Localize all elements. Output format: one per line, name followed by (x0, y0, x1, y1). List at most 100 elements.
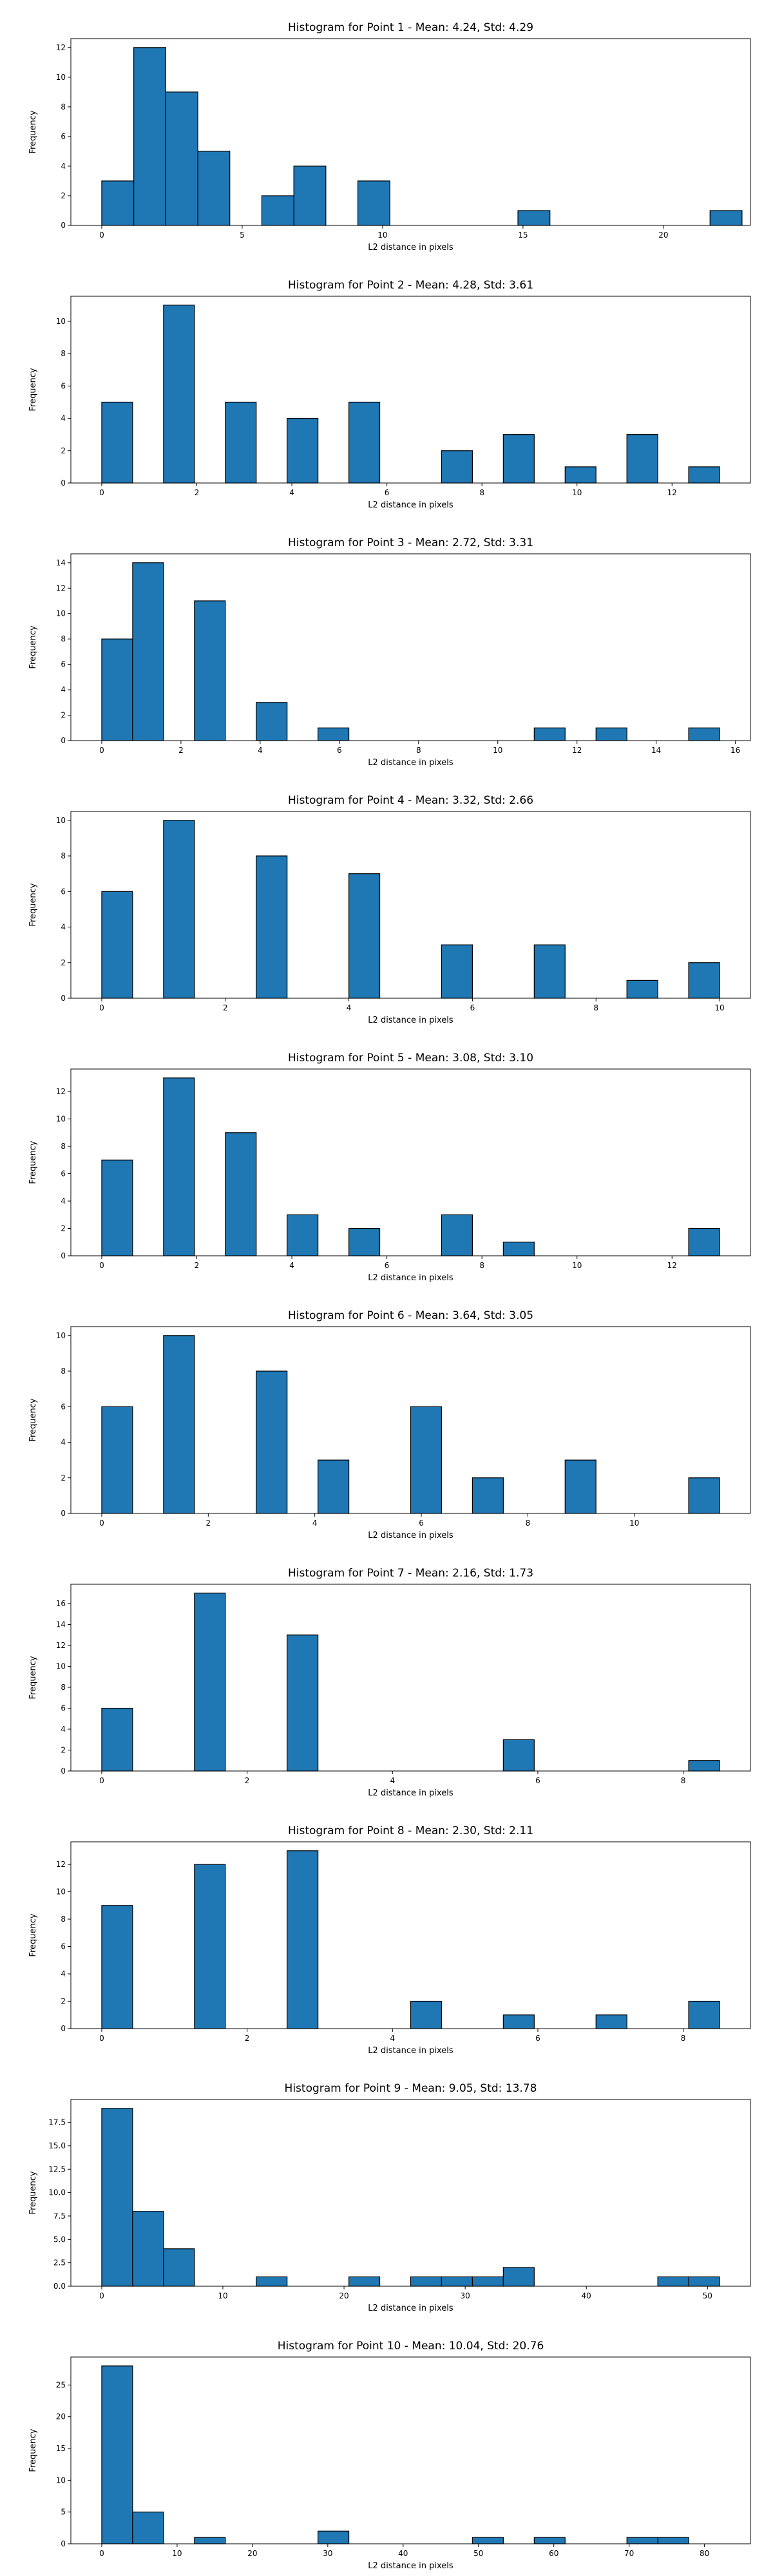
x-axis-label: L2 distance in pixels (368, 1016, 453, 1025)
histogram-bar (688, 1477, 720, 1514)
histogram-bar (626, 434, 658, 484)
y-tick-label: 6 (61, 132, 66, 141)
y-tick-label: 8 (61, 634, 66, 643)
histogram-bar (261, 195, 294, 226)
x-tick-label: 6 (419, 1519, 424, 1528)
histogram-bar (595, 727, 627, 741)
y-tick-label: 15 (56, 2444, 66, 2453)
y-tick-label: 2 (61, 1746, 66, 1755)
x-tick-label: 10 (629, 1519, 639, 1528)
x-tick-label: 0 (99, 231, 104, 240)
y-tick-label: 2 (61, 958, 66, 967)
histogram-bar (163, 2248, 195, 2287)
plot-frame (70, 553, 751, 741)
y-tick-label: 6 (61, 1402, 66, 1411)
y-tick-label: 8 (61, 1367, 66, 1376)
y-axis-label: Frequency (28, 110, 38, 153)
histogram-bar (101, 180, 135, 226)
x-tick-label: 0 (99, 1003, 104, 1012)
histogram-bar (657, 2276, 689, 2287)
chart-panel-1: Histogram for Point 1 - Mean: 4.24, Std:… (28, 21, 751, 252)
x-tick-label: 10 (572, 488, 582, 497)
x-tick-label: 2 (195, 488, 200, 497)
y-tick-label: 8 (61, 1915, 66, 1924)
x-tick-label: 4 (289, 488, 294, 497)
x-axis-label: L2 distance in pixels (368, 1531, 453, 1540)
x-tick-label: 10 (218, 2291, 227, 2300)
histogram-bar (595, 2014, 627, 2029)
x-tick-label: 0 (99, 746, 104, 755)
x-tick-label: 0 (99, 1261, 104, 1270)
histogram-bar (132, 562, 164, 741)
y-tick-label: 4 (61, 1197, 66, 1206)
histogram-bar (256, 1370, 288, 1514)
histogram-bar (256, 855, 288, 999)
histogram-bar (163, 820, 195, 999)
chart-panel-3: Histogram for Point 3 - Mean: 2.72, Std:… (28, 536, 751, 768)
y-tick-label: 0 (61, 994, 66, 1003)
x-tick-label: 16 (730, 746, 740, 755)
x-tick-label: 10 (572, 1261, 582, 1270)
y-tick-label: 4 (61, 685, 66, 694)
histogram-bar (348, 2276, 381, 2287)
histogram-bar (502, 2014, 535, 2029)
histogram-bar (101, 891, 133, 999)
histogram-bar (357, 180, 390, 226)
y-tick-label: 12 (56, 1087, 66, 1096)
y-tick-label: 20 (56, 2412, 66, 2421)
chart-title: Histogram for Point 7 - Mean: 2.16, Std:… (288, 1567, 533, 1580)
histogram-bar (533, 2537, 566, 2544)
y-tick-label: 0.0 (53, 2282, 66, 2291)
histogram-bar (688, 2276, 720, 2287)
histogram-bar (256, 2276, 288, 2287)
y-tick-label: 0 (61, 1251, 66, 1260)
histogram-bar (441, 2276, 473, 2287)
histogram-bar (657, 2537, 689, 2544)
y-tick-label: 4 (61, 414, 66, 423)
y-tick-label: 4 (61, 1438, 66, 1447)
y-tick-label: 2 (61, 191, 66, 200)
x-tick-label: 8 (416, 746, 421, 755)
histogram-bar (163, 305, 195, 484)
histogram-bar (533, 944, 566, 999)
histogram-bar (318, 727, 350, 741)
x-tick-label: 10 (377, 231, 387, 240)
chart-panel-4: Histogram for Point 4 - Mean: 3.32, Std:… (28, 794, 751, 1025)
x-tick-label: 6 (535, 1776, 540, 1785)
x-tick-label: 6 (535, 2034, 540, 2043)
chart-panel-10: Histogram for Point 10 - Mean: 10.04, St… (28, 2340, 751, 2571)
x-tick-label: 60 (549, 2549, 558, 2558)
x-tick-label: 8 (479, 1261, 484, 1270)
plot-frame (70, 296, 751, 484)
y-axis-label: Frequency (28, 1398, 38, 1441)
x-tick-label: 2 (205, 1519, 211, 1528)
y-axis-label: Frequency (28, 625, 38, 668)
chart-title: Histogram for Point 8 - Mean: 2.30, Std:… (288, 1824, 533, 1837)
x-tick-label: 2 (195, 1261, 200, 1270)
y-tick-label: 4 (61, 923, 66, 932)
histogram-bar (626, 980, 658, 999)
x-tick-label: 30 (460, 2291, 470, 2300)
histogram-bar (709, 210, 743, 226)
x-tick-label: 8 (681, 2034, 686, 2043)
histogram-bar (688, 1760, 720, 1772)
chart-panel-8: Histogram for Point 8 - Mean: 2.30, Std:… (28, 1824, 751, 2056)
x-tick-label: 5 (240, 231, 245, 240)
histogram-bar (688, 2000, 720, 2029)
histogram-bar (101, 1707, 133, 1772)
histogram-bar (101, 2108, 133, 2287)
histogram-bar (410, 1406, 443, 1514)
chart-title: Histogram for Point 4 - Mean: 3.32, Std:… (288, 794, 533, 807)
histogram-bar (533, 727, 566, 741)
plot-frame (70, 2356, 751, 2544)
x-tick-label: 8 (479, 488, 484, 497)
x-tick-label: 50 (473, 2549, 483, 2558)
histogram-bar (626, 2537, 658, 2544)
histogram-bar (287, 1634, 319, 1772)
x-axis-label: L2 distance in pixels (368, 243, 453, 252)
x-tick-label: 0 (99, 1776, 104, 1785)
histogram-bar (256, 702, 288, 741)
histogram-bar (564, 1459, 596, 1514)
x-tick-label: 15 (518, 231, 528, 240)
y-tick-label: 12.5 (48, 2164, 66, 2174)
